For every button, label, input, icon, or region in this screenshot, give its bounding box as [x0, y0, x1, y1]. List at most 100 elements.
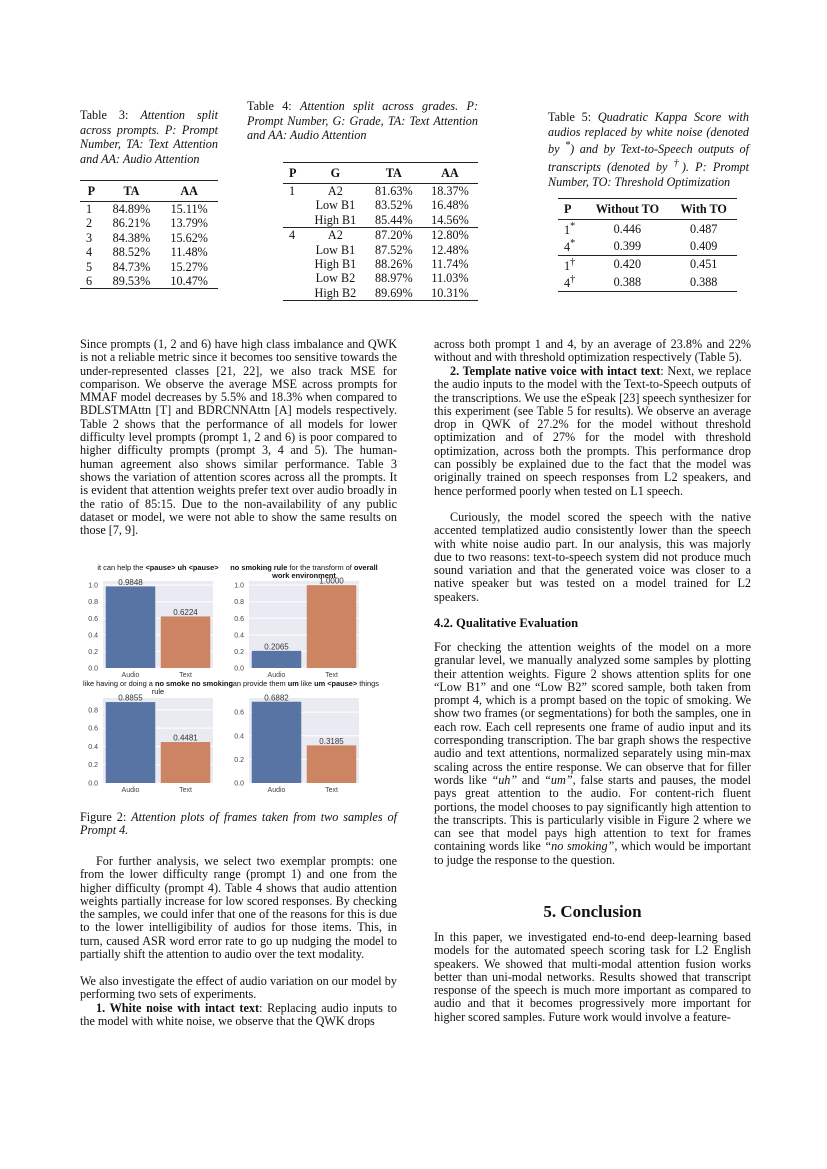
table4-cell: 83.52% — [375, 198, 413, 213]
table3-cell: 6 — [86, 274, 93, 289]
left-paragraph-4: 1. White noise with intact text: Replaci… — [80, 1001, 397, 1029]
y-tick-label: 1.0 — [88, 583, 98, 590]
experiment-1-text: : Replacing audio inputs to the model wi… — [80, 1001, 397, 1029]
table5-row: 1* 0.446 0.487 — [558, 220, 737, 238]
table5-cell: 0.451 — [670, 254, 737, 274]
table5-label: Table 5: — [548, 110, 592, 124]
subplot-4: 0.0 0.2 0.4 0.6 0.6882 Audio 0.3185 Text — [234, 693, 359, 794]
table4-cell: 89.69% — [375, 285, 413, 300]
table5-cell: 1† — [558, 254, 585, 274]
caption-part: ) and by Text-to-Speech outputs of trans… — [548, 142, 749, 174]
y-tick-label: 0.2 — [88, 762, 98, 769]
data-label: 0.8855 — [118, 694, 143, 703]
right-paragraph-2: 2. Template native voice with intact tex… — [434, 364, 751, 498]
table5-caption-text: Quadratic Kappa Score with audios replac… — [548, 110, 749, 189]
section-heading-4-2: 4.2. Qualitative Evaluation — [434, 616, 579, 630]
table3-cell: 4 — [86, 245, 93, 260]
figure-2-plots: 0.00.20.40.60.81.0 0.9848Audio0.6224Text0… — [88, 577, 359, 794]
table4-header: G — [330, 165, 341, 180]
y-tick-label: 0.8 — [88, 707, 98, 714]
y-tick-label: 0.2 — [234, 649, 244, 656]
table3-cell: 10.47% — [170, 274, 208, 289]
y-tick-label: 0.8 — [88, 599, 98, 606]
table3-cell: 15.27% — [170, 259, 208, 274]
y-tick-label: 0.0 — [234, 666, 244, 673]
table3-caption-text: Attention split across prompts. P: Promp… — [80, 108, 218, 166]
table5-cell: 4† — [558, 273, 584, 291]
table3-header: P — [87, 183, 96, 198]
section-heading-conclusion: 5. Conclusion — [543, 902, 642, 921]
title-part: for the transform of — [287, 563, 354, 572]
table4-header: AA — [441, 165, 459, 180]
data-label: 0.2065 — [264, 642, 289, 651]
y-tick-label: 0.4 — [234, 632, 244, 639]
table3-cell: 5 — [86, 259, 93, 274]
table5-header: P — [564, 201, 572, 216]
x-tick-label: Text — [325, 672, 338, 679]
table4: P G TA AA 1 A2 81.63% 18.37% Low B1 83.52% 16.48%… — [283, 162, 478, 301]
table4-cell: 12.80% — [421, 227, 478, 243]
y-tick-label: 0.0 — [88, 666, 98, 673]
table4-caption: Table 4: Attention split across grades. … — [247, 99, 478, 143]
table3-row: 4 88.52% 11.48% — [80, 245, 218, 259]
table4-cell: 18.37% — [431, 184, 469, 198]
y-tick-label: 0.8 — [234, 599, 244, 606]
y-tick-label: 0.4 — [88, 744, 98, 751]
table3-caption: Table 3: Attention split across prompts.… — [80, 108, 218, 166]
bar-text — [160, 616, 211, 668]
table3-cell: 13.79% — [170, 216, 208, 231]
left-paragraph-2: For further analysis, we select two exem… — [80, 854, 397, 962]
table3-label: Table 3: — [80, 108, 129, 122]
table3-cell: 84.38% — [112, 230, 151, 245]
bar-text — [306, 585, 357, 668]
table4-header: TA — [385, 165, 402, 180]
table5-cell: 0.409 — [689, 239, 718, 253]
table4-row: Low B2 88.97% 11.03% — [283, 271, 478, 285]
y-tick-label: 0.6 — [88, 616, 98, 623]
table5-cell: 0.420 — [584, 254, 671, 274]
y-tick-label: 0.2 — [88, 649, 98, 656]
bar-audio — [105, 702, 156, 783]
table4-row: Low B1 87.52% 12.48% — [283, 243, 478, 257]
table4-cell: Low B1 — [315, 242, 356, 257]
text: For checking the attention weights of th… — [434, 640, 751, 787]
dagger-mark: † — [673, 157, 682, 169]
subplot-title: can provide them um like um <pause> thin… — [227, 680, 381, 688]
table4-cell: High B2 — [314, 285, 357, 300]
y-tick-label: 0.6 — [88, 726, 98, 733]
prompt-mark: † — [570, 256, 576, 268]
figure-2: 0.0 0.2 0.4 0.6 0.8 1.0 0.9848 Audio 0.6224 Text 0… — [80, 560, 400, 800]
table4-row: High B2 89.69% 10.31% — [283, 286, 478, 301]
title-part: it can help the — [97, 563, 146, 572]
title-part: <pause> uh <pause> — [145, 563, 219, 572]
table4-cell: 16.48% — [431, 198, 469, 213]
x-tick-label: Text — [325, 787, 338, 794]
title-part: no smoke no smoking — [154, 679, 233, 688]
table3-cell: 1 — [86, 202, 93, 216]
bar-audio — [251, 701, 302, 783]
table5-row: 1† 0.420 0.451 — [558, 254, 737, 274]
prompt-number: 1 — [564, 259, 571, 273]
experiment-1-title: 1. White noise with intact text — [96, 1001, 260, 1015]
subplot-title: no smoking rule for the transform of ove… — [227, 564, 381, 580]
experiment-2-title: 2. Template native voice with intact tex… — [450, 364, 661, 378]
caption-part: Quadratic Kappa Score with audios replac… — [548, 110, 750, 157]
table4-cell — [283, 243, 305, 257]
subplot-1: 0.0 0.2 0.4 0.6 0.8 1.0 0.9848 Audio 0.6224 Text — [88, 578, 213, 679]
table3-cell: 3 — [86, 230, 93, 245]
table3-cell: 89.53% — [112, 274, 151, 289]
table5-cell: 4* — [558, 237, 584, 255]
table5-row: 4* 0.399 0.409 — [558, 237, 737, 255]
subplot-title: it can help the <pause> uh <pause> — [81, 564, 235, 572]
title-part: rule — [151, 687, 165, 696]
table4-cell: 14.56% — [431, 212, 469, 227]
right-paragraph-1: across both prompt 1 and 4, by an averag… — [434, 337, 751, 365]
table4-cell: 88.97% — [375, 271, 413, 286]
table5-cell: 0.487 — [689, 221, 718, 236]
table4-row: 4 A2 87.20% 12.80% — [283, 227, 478, 243]
title-part: things — [357, 679, 379, 688]
text: and — [517, 772, 545, 787]
table4-cell: 11.03% — [431, 271, 469, 286]
table3-row: 1 84.89% 15.11% — [80, 202, 218, 217]
data-label: 0.4481 — [173, 734, 198, 743]
